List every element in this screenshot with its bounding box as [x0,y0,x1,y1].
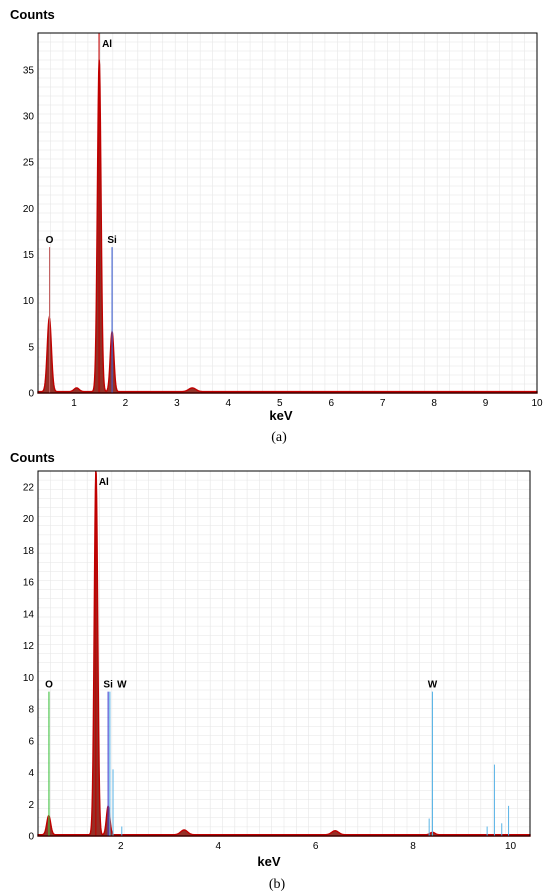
element-label-w: W [117,680,127,691]
y-axis-label-a: Counts [10,7,55,22]
y-tick-label: 6 [28,736,34,747]
element-label-al: Al [102,39,112,50]
y-tick-label: 8 [28,705,34,716]
tick-labels-b: 2 4 6 8 10 0 2 4 6 8 10 12 14 16 18 20 22 [23,482,517,852]
y-tick-label: 16 [23,578,35,589]
x-tick-label: 9 [483,398,489,409]
y-tick-label: 18 [23,546,35,557]
x-tick-label: 10 [531,398,543,409]
y-tick-label: 35 [23,65,35,76]
x-tick-label: 2 [123,398,129,409]
x-tick-label: 6 [313,841,319,852]
x-tick-label: 3 [174,398,180,409]
y-tick-label: 0 [28,389,34,400]
element-label-si: Si [103,680,113,691]
x-tick-label: 7 [380,398,386,409]
y-tick-label: 10 [23,673,35,684]
element-lines-b: O Al Si W W [45,471,510,836]
y-tick-label: 14 [23,609,35,620]
y-tick-label: 15 [23,250,35,261]
plot-frame-b [37,470,531,837]
plot-frame-a [37,32,538,394]
panel-label-a: (a) [271,430,287,445]
x-tick-label: 1 [71,398,77,409]
spectrum-panel-a: Counts O Al Si 1 2 3 4 5 6 7 8 9 10 0 5 10 15 20 25 30 35 k… [10,7,543,445]
x-tick-label: 2 [118,841,124,852]
y-tick-label: 4 [28,768,34,779]
x-tick-label: 4 [215,841,221,852]
spectrum-panel-b: Counts O Al Si W W 2 4 6 8 10 0 2 4 6 8 10 12 14 16 18 20 22… [10,450,531,892]
x-tick-label: 5 [277,398,283,409]
y-tick-label: 22 [23,482,35,493]
y-tick-label: 12 [23,641,35,652]
y-tick-label: 30 [23,112,35,123]
y-tick-label: 10 [23,296,35,307]
element-label-si: Si [107,235,117,246]
element-lines-a: O Al Si [46,33,117,393]
x-tick-label: 6 [328,398,334,409]
panel-label-b: (b) [269,877,286,892]
spectrum-b [37,471,531,837]
y-axis-label-b: Counts [10,450,55,465]
x-tick-label: 8 [431,398,437,409]
tick-labels-a: 1 2 3 4 5 6 7 8 9 10 0 5 10 15 20 25 30 35 [23,65,543,409]
element-label-o: O [46,235,54,246]
y-tick-label: 0 [28,832,34,843]
spectrum-a [37,59,538,394]
x-axis-label-b: keV [257,854,280,869]
element-label-o: O [45,680,53,691]
x-tick-label: 10 [505,841,517,852]
spectrum-trace [37,59,538,394]
x-tick-label: 4 [226,398,232,409]
x-axis-label-a: keV [269,408,292,423]
y-tick-label: 25 [23,158,35,169]
y-tick-label: 20 [23,204,35,215]
element-label-al: Al [99,477,109,488]
y-tick-label: 5 [28,342,34,353]
y-tick-label: 2 [28,800,34,811]
grid-b [38,471,530,836]
spectrum-trace [37,471,531,837]
grid-a [38,33,537,393]
y-tick-label: 20 [23,514,35,525]
x-tick-label: 8 [410,841,416,852]
element-label-w: W [428,680,438,691]
